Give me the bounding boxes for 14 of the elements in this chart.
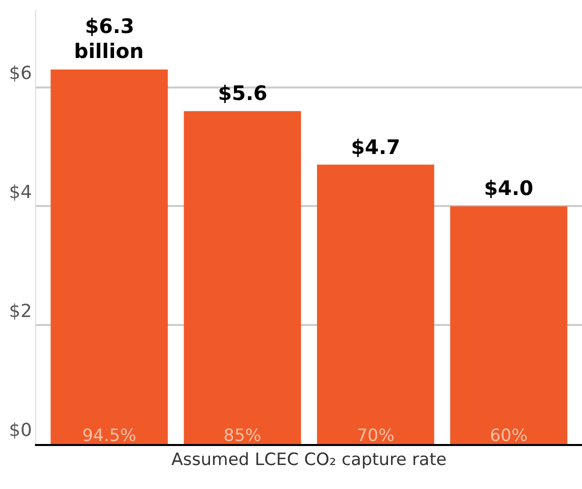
y-tick-label: $6 [9, 63, 32, 84]
data-label: $4.7 [351, 135, 400, 159]
x-tick-label: 60% [490, 426, 528, 446]
y-tick-label: $4 [9, 182, 32, 203]
annotation: billion [74, 39, 144, 63]
data-label: $5.6 [218, 81, 268, 105]
x-tick-label: 94.5% [82, 426, 136, 446]
data-label: $4.0 [484, 176, 534, 200]
x-tick-label: 85% [224, 426, 262, 446]
x-tick-label: 70% [356, 426, 394, 446]
y-tick-label: $2 [9, 301, 32, 322]
y-tick-label: $0 [9, 420, 32, 441]
x-axis-title: Assumed LCEC CO₂ capture rate [171, 450, 447, 470]
data-label: $6.3 [85, 14, 134, 38]
